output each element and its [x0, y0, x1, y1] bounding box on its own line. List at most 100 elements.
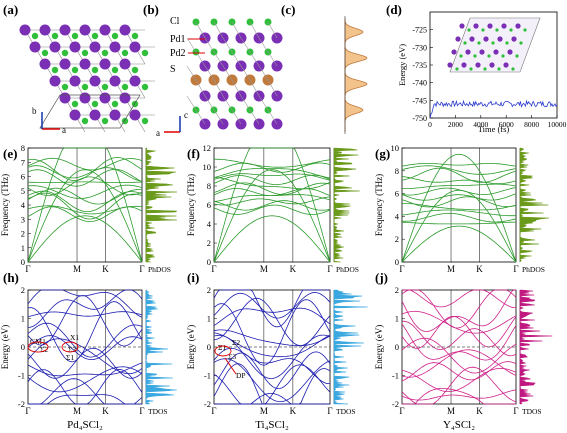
- ytick-label: 8: [207, 181, 211, 191]
- i-annotation: Σ1: [218, 343, 226, 352]
- bond: [267, 109, 278, 125]
- y-axis-label: Frequency (THz): [186, 174, 196, 236]
- atom-cl: [71, 66, 79, 74]
- atom-pd: [79, 92, 91, 104]
- atom-pd: [99, 58, 111, 70]
- band-line: [401, 289, 517, 329]
- inset-atom: [501, 23, 507, 29]
- panel-label-f: (f): [187, 146, 200, 161]
- y-axis-label: Energy (eV): [0, 325, 10, 370]
- density-curve: [344, 18, 368, 132]
- band-line: [27, 366, 143, 393]
- atom-cl: [51, 66, 59, 74]
- bond: [186, 37, 197, 53]
- atom-pd: [119, 58, 131, 70]
- bond: [231, 79, 242, 97]
- h-annotation: X1: [70, 333, 79, 342]
- dp-arrow: [224, 357, 237, 375]
- band-line: [27, 187, 143, 205]
- band-line: [402, 289, 517, 309]
- bond: [195, 79, 206, 97]
- inset-atom: [515, 54, 519, 58]
- bond: [249, 21, 260, 39]
- kpoint-label: M: [447, 406, 455, 416]
- panel-label-i: (i): [187, 270, 199, 285]
- band-line: [401, 315, 517, 349]
- ytick-label: -1: [18, 371, 25, 381]
- band-line: [401, 212, 517, 223]
- bond: [195, 21, 206, 39]
- h-annotation: Σ1: [66, 353, 74, 362]
- ytick-label: 10: [391, 143, 400, 153]
- panel-label-g: (g): [375, 146, 390, 161]
- atom-cl: [141, 83, 149, 91]
- ytick-label: 3: [21, 214, 25, 224]
- band-line: [213, 289, 330, 328]
- h-highlight: [27, 341, 49, 353]
- kpoint-label: Γ: [327, 264, 332, 274]
- i-annotation: Σ3: [228, 352, 236, 361]
- inset-atom: [475, 62, 481, 68]
- band-line: [401, 221, 517, 225]
- y-axis-label: Energy (eV): [186, 325, 196, 370]
- bond: [204, 95, 215, 111]
- kpoint-label: K: [476, 264, 483, 274]
- atom-cl: [31, 32, 39, 40]
- atom-pd: [69, 41, 81, 53]
- atom-label-pd2: Pd2: [170, 48, 186, 59]
- band-line: [213, 188, 331, 197]
- y-axis-label: Frequency (THz): [374, 174, 384, 236]
- band-line: [401, 366, 517, 405]
- atom-cl: [81, 49, 89, 57]
- kpoint-label: Γ: [211, 264, 216, 274]
- inset-atom: [505, 41, 509, 45]
- ytick-label: -2: [204, 399, 211, 409]
- bond: [213, 109, 224, 125]
- band-line: [27, 335, 143, 360]
- h-highlight: [61, 341, 79, 353]
- panel-a-structure: ab: [19, 24, 155, 135]
- dos-label: PhDOS: [522, 265, 545, 274]
- inset-atom: [455, 36, 461, 42]
- inset-atom: [503, 62, 509, 68]
- bond: [240, 37, 251, 53]
- ytick-label: -725: [412, 26, 427, 35]
- inset-atom: [467, 28, 471, 32]
- band-line: [27, 289, 143, 318]
- inset-atom: [473, 23, 479, 29]
- band-line: [213, 292, 331, 319]
- atom-cl: [61, 49, 69, 57]
- band-line: [213, 200, 331, 211]
- ytick-label: 2: [21, 285, 25, 295]
- panel-label-e: (e): [3, 146, 17, 161]
- i-highlight: [214, 345, 232, 357]
- band-line: [401, 167, 517, 183]
- atom-pd: [129, 109, 141, 121]
- dos-label: TDOS: [522, 407, 542, 416]
- inset-atom: [511, 36, 517, 42]
- band-line: [214, 393, 330, 405]
- band-line: [213, 162, 331, 173]
- ytick-label: 2: [395, 234, 399, 244]
- atom-pd: [119, 92, 131, 104]
- atom-pd: [109, 109, 121, 121]
- inset-atom: [497, 36, 503, 42]
- inset-atom: [495, 28, 499, 32]
- panel-label-j: (j): [375, 270, 388, 285]
- bond: [267, 21, 278, 39]
- dos-label: PhDOS: [336, 265, 359, 274]
- kpoint-label: Γ: [399, 406, 404, 416]
- panel-label-d: (d): [386, 2, 402, 17]
- xtick-label: 4000: [473, 120, 488, 129]
- band-line: [402, 183, 517, 189]
- band-line: [213, 174, 331, 185]
- atom-cl: [141, 49, 149, 57]
- bond: [231, 21, 242, 39]
- bond: [213, 21, 224, 39]
- atom-cl: [111, 100, 119, 108]
- kpoint-label: M: [73, 406, 81, 416]
- plot-frame: [27, 147, 143, 263]
- inset-atom: [507, 49, 513, 55]
